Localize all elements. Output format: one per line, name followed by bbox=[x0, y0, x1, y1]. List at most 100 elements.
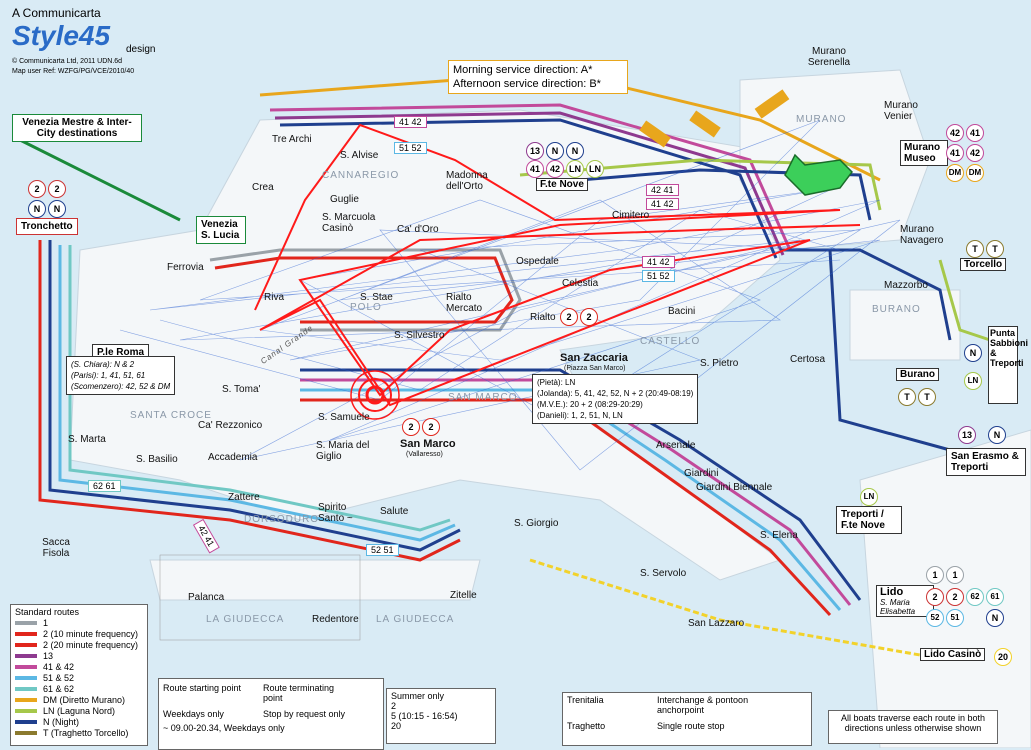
direction-arrow-icons bbox=[639, 89, 790, 148]
stop-accademia[interactable]: Accademia bbox=[208, 452, 258, 463]
stop-lido[interactable]: Lido S. Maria Elisabetta bbox=[876, 585, 934, 617]
ple-roma-info-line: (Parisi): 1, 41, 51, 61 bbox=[71, 371, 146, 380]
stop-s-stae[interactable]: S. Stae bbox=[360, 292, 393, 303]
stop-palanca[interactable]: Palanca bbox=[188, 592, 225, 603]
stop-lido-casino[interactable]: Lido Casinò bbox=[920, 648, 986, 661]
legend-route-row: LN (Laguna Nord) bbox=[11, 705, 147, 716]
stop-s-samuele[interactable]: S. Samuele bbox=[318, 412, 370, 423]
area-cannaregio: CANNAREGIO bbox=[322, 170, 400, 181]
stop-fte-nove[interactable]: F.te Nove bbox=[536, 178, 588, 191]
stop-celestia[interactable]: Celestia bbox=[562, 278, 599, 289]
stop-s-giorgio[interactable]: S. Giorgio bbox=[514, 518, 559, 529]
route-badge: 2 bbox=[402, 418, 420, 436]
stop-mazzorbo[interactable]: Mazzorbo bbox=[884, 280, 928, 291]
inset-frame bbox=[159, 554, 361, 641]
stop-ca-rezzonico[interactable]: Ca' Rezzonico bbox=[198, 420, 263, 431]
stop-riva[interactable]: Riva bbox=[264, 292, 285, 303]
area-san-marco: SAN MARCO bbox=[448, 392, 518, 403]
stop-venezia-lucia[interactable]: Venezia S. Lucia bbox=[196, 216, 246, 244]
stop-tre-archi[interactable]: Tre Archi bbox=[272, 134, 312, 145]
stop-sacca-fisola[interactable]: Sacca Fisola bbox=[42, 537, 70, 559]
legend-swatch bbox=[15, 708, 37, 713]
stop-bacini[interactable]: Bacini bbox=[668, 306, 696, 317]
ple-roma-info: (S. Chiara): N & 2 (Parisi): 1, 41, 51, … bbox=[66, 356, 176, 395]
legend-route-row: 2 (20 minute frequency) bbox=[11, 639, 147, 650]
route-badge: LN bbox=[586, 160, 604, 178]
route-badge: 2 bbox=[926, 588, 944, 606]
stop-rialto-mercato[interactable]: Rialto Mercato bbox=[446, 292, 483, 314]
route-badge: N bbox=[986, 609, 1004, 627]
route-badge: 41 bbox=[946, 144, 964, 162]
stop-s-toma[interactable]: S. Toma' bbox=[222, 384, 261, 395]
stop-spirito-santo[interactable]: Spirito Santo ~ bbox=[318, 502, 353, 524]
legend-title: Standard routes bbox=[15, 607, 80, 617]
route-badge: LN bbox=[964, 372, 982, 390]
red-target-circle bbox=[350, 370, 400, 420]
stop-cimitero[interactable]: Cimitero bbox=[612, 210, 650, 221]
stop-salute[interactable]: Salute bbox=[380, 506, 409, 517]
route-tag-5152-cel: 51 52 bbox=[642, 270, 675, 282]
stop-s-marcuola[interactable]: S. Marcuola Casinò bbox=[322, 212, 376, 234]
stop-redentore[interactable]: Redentore bbox=[312, 614, 359, 625]
legend-route-label: 13 bbox=[43, 650, 54, 661]
route-badge: 41 bbox=[526, 160, 544, 178]
stop-s-elena[interactable]: S. Elena bbox=[760, 530, 798, 541]
stop-madonna-orto[interactable]: Madonna dell'Orto bbox=[446, 170, 488, 192]
stop-ca-doro[interactable]: Ca' d'Oro bbox=[397, 224, 439, 235]
legend-weekdays-time: ~ 09.00-20.34, Weekdays only bbox=[163, 723, 285, 733]
area-burano: BURANO bbox=[872, 304, 921, 315]
brand-logo: Style45 bbox=[12, 20, 111, 51]
stop-torcello[interactable]: Torcello bbox=[960, 258, 1007, 271]
stop-murano-serenella[interactable]: Murano Serenella bbox=[807, 46, 851, 68]
route-badge: T bbox=[898, 388, 916, 406]
stop-san-lazzaro[interactable]: San Lazzaro bbox=[688, 618, 745, 629]
stop-s-silvestro[interactable]: S. Silvestro bbox=[394, 330, 445, 341]
stop-s-marta[interactable]: S. Marta bbox=[68, 434, 106, 445]
stop-san-zaccaria[interactable]: San Zaccaria bbox=[560, 352, 628, 364]
stop-san-erasmo[interactable]: San Erasmo & Treporti bbox=[946, 448, 1026, 476]
stop-ferrovia[interactable]: Ferrovia bbox=[167, 262, 204, 273]
stop-zattere[interactable]: Zattere bbox=[228, 492, 260, 503]
route-badge: N bbox=[964, 344, 982, 362]
stop-crea[interactable]: Crea bbox=[252, 182, 274, 193]
route-badge: 2 bbox=[28, 180, 46, 198]
route-badge: 41 bbox=[966, 124, 984, 142]
legend-traghetto: Traghetto bbox=[567, 721, 606, 731]
route-badge: 42 bbox=[946, 124, 964, 142]
route-badge: DM bbox=[946, 164, 964, 182]
stop-murano-museo[interactable]: Murano Museo bbox=[900, 140, 948, 166]
stop-giardini-biennale[interactable]: Giardini Biennale bbox=[696, 482, 773, 493]
stop-guglie[interactable]: Guglie bbox=[330, 194, 359, 205]
route-tag-4142-top: 41 42 bbox=[394, 116, 427, 128]
stop-s-maria-giglio[interactable]: S. Maria del Giglio bbox=[316, 440, 370, 462]
stop-s-pietro[interactable]: S. Pietro bbox=[700, 358, 739, 369]
route-badge: LN bbox=[566, 160, 584, 178]
stop-certosa[interactable]: Certosa bbox=[790, 354, 826, 365]
legend-route-row: DM (Diretto Murano) bbox=[11, 694, 147, 705]
route-badge: 13 bbox=[526, 142, 544, 160]
stop-san-marco[interactable]: San Marco bbox=[400, 438, 456, 450]
stop-s-servolo[interactable]: S. Servolo bbox=[640, 568, 687, 579]
stop-s-alvise[interactable]: S. Alvise bbox=[340, 150, 379, 161]
stop-murano-venier[interactable]: Murano Venier bbox=[884, 100, 918, 122]
stop-treporti-fte[interactable]: Treporti / F.te Nove bbox=[836, 506, 902, 534]
mestre-box[interactable]: Venezia Mestre & Inter-City destinations bbox=[12, 114, 142, 142]
stop-burano[interactable]: Burano bbox=[896, 368, 939, 381]
san-zaccaria-info-line: (Danieli): 1, 2, 51, N, LN bbox=[537, 411, 623, 420]
stop-s-basilio[interactable]: S. Basilio bbox=[136, 454, 178, 465]
legend-route-label: DM (Diretto Murano) bbox=[43, 694, 126, 705]
stop-ospedale[interactable]: Ospedale bbox=[516, 256, 559, 267]
stop-giardini[interactable]: Giardini bbox=[684, 468, 719, 479]
stop-punta-sabbioni[interactable]: Punta Sabbioni & Treporti bbox=[988, 326, 1028, 404]
stop-tronchetto[interactable]: Tronchetto bbox=[16, 218, 78, 235]
route-badge: LN bbox=[860, 488, 878, 506]
direction-box: Morning service direction: A* Afternoon … bbox=[448, 60, 628, 94]
afternoon-direction: Afternoon service direction: B* bbox=[453, 78, 601, 90]
stop-arsenale[interactable]: Arsenale bbox=[656, 440, 696, 451]
stop-murano-navagero[interactable]: Murano Navagero bbox=[900, 224, 944, 246]
legend-route-label: N (Night) bbox=[43, 716, 80, 727]
stop-zitelle[interactable]: Zitelle bbox=[450, 590, 477, 601]
stop-rialto[interactable]: Rialto bbox=[530, 312, 556, 323]
legend-swatch bbox=[15, 642, 37, 647]
legend-swatch bbox=[15, 730, 37, 735]
